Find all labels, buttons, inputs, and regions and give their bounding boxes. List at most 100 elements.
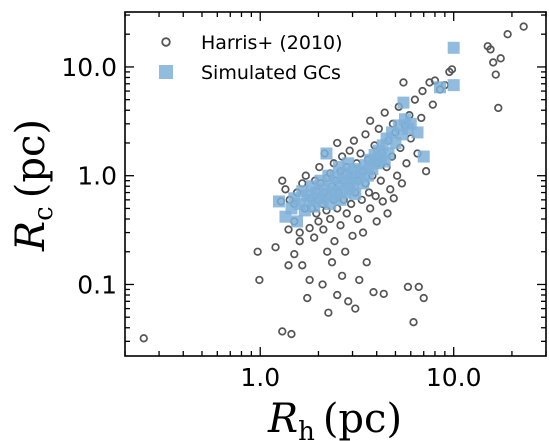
y-tick-label: 1.0	[77, 162, 117, 191]
harris-point	[349, 136, 359, 145]
harris-point	[315, 162, 324, 172]
harris-point	[402, 159, 411, 168]
simulated-point	[298, 204, 311, 217]
harris-point	[327, 258, 337, 267]
harris-point	[341, 247, 350, 256]
harris-point	[392, 171, 402, 180]
harris-point	[496, 54, 505, 63]
simulated-point	[272, 195, 285, 208]
harris-point	[403, 282, 413, 292]
harris-point	[409, 318, 418, 327]
harris-point	[284, 225, 293, 234]
harris-point	[418, 86, 427, 96]
harris-point	[447, 65, 457, 74]
plot-frame	[124, 11, 547, 357]
x-axis-label-sub: h	[298, 417, 315, 441]
harris-point	[355, 275, 364, 285]
harris-point	[414, 282, 423, 292]
harris-point	[376, 176, 385, 185]
y-axis-label: Rc (pc)	[8, 119, 59, 252]
simulated-point	[291, 215, 304, 228]
harris-point	[364, 188, 374, 197]
simulated-point	[447, 79, 460, 92]
simulated-point	[411, 126, 424, 139]
harris-point	[295, 237, 304, 246]
harris-point	[369, 288, 378, 297]
harris-point	[284, 261, 293, 270]
harris-point	[489, 58, 498, 67]
harris-point	[342, 209, 351, 218]
harris-point	[330, 237, 339, 246]
harris-point	[305, 223, 314, 233]
harris-point	[351, 304, 360, 313]
harris-point	[326, 214, 335, 224]
harris-point	[389, 194, 398, 203]
harris-point	[318, 280, 327, 289]
harris-point	[310, 233, 319, 242]
harris-point	[353, 214, 363, 224]
harris-point	[399, 78, 408, 87]
harris-point	[298, 261, 307, 270]
harris-point	[337, 271, 347, 281]
harris-point	[319, 225, 328, 234]
x-tick-label: 1.0	[240, 363, 280, 392]
x-tick-label: 10.0	[426, 363, 482, 392]
harris-point	[278, 327, 287, 336]
harris-point	[271, 243, 280, 252]
y-axis-label-sub: c	[29, 206, 59, 221]
harris-point	[417, 113, 426, 123]
harris-point	[314, 217, 323, 226]
harris-point	[336, 221, 345, 230]
legend-simulated-marker	[159, 65, 173, 79]
harris-point	[278, 176, 287, 185]
harris-point	[281, 185, 290, 194]
harris-point	[139, 334, 148, 343]
harris-point	[421, 167, 431, 176]
x-axis-label-main: R	[267, 396, 298, 441]
harris-point	[344, 297, 353, 306]
harris-point	[305, 275, 314, 285]
y-tick-label: 10.0	[61, 53, 117, 82]
harris-point	[358, 228, 368, 237]
x-axis-label-unit: (pc)	[323, 396, 402, 441]
harris-point	[494, 103, 503, 113]
harris-point	[378, 197, 387, 206]
harris-point	[372, 217, 381, 226]
harris-point	[303, 293, 312, 303]
simulated-point	[349, 187, 362, 200]
legend-harris-marker	[161, 37, 171, 47]
y-axis-label-unit: (pc)	[8, 119, 54, 198]
harris-point	[287, 329, 296, 339]
x-tick-labels: 1.0 10.0	[240, 363, 481, 392]
harris-point	[333, 138, 342, 148]
harris-point	[255, 275, 264, 285]
harris-point	[374, 124, 383, 133]
harris-point	[519, 22, 528, 31]
legend: Harris+ (2010) Simulated GCs	[159, 32, 343, 84]
harris-point	[371, 191, 380, 201]
harris-point	[410, 95, 420, 104]
harris-point	[366, 116, 375, 125]
simulated-point	[434, 81, 447, 94]
harris-point	[491, 70, 500, 79]
harris-point	[301, 171, 310, 180]
harris-point	[380, 108, 389, 117]
harris-point	[346, 199, 356, 209]
harris-point	[324, 308, 333, 317]
harris-point	[337, 152, 347, 161]
simulated-point	[447, 41, 460, 54]
harris-point	[356, 149, 365, 158]
harris-point	[361, 130, 370, 139]
harris-point	[366, 204, 375, 213]
y-axis-label-main: R	[8, 221, 54, 252]
x-axis-label: Rh (pc)	[267, 396, 402, 441]
harris-point	[333, 290, 342, 300]
y-tick-labels: 0.1 1.0 10.0	[61, 53, 117, 300]
harris-point	[362, 258, 371, 267]
simulated-point	[417, 150, 430, 163]
harris-point	[290, 250, 299, 259]
harris-point	[348, 231, 357, 240]
harris-point	[253, 247, 262, 256]
simulated-point	[382, 147, 395, 160]
